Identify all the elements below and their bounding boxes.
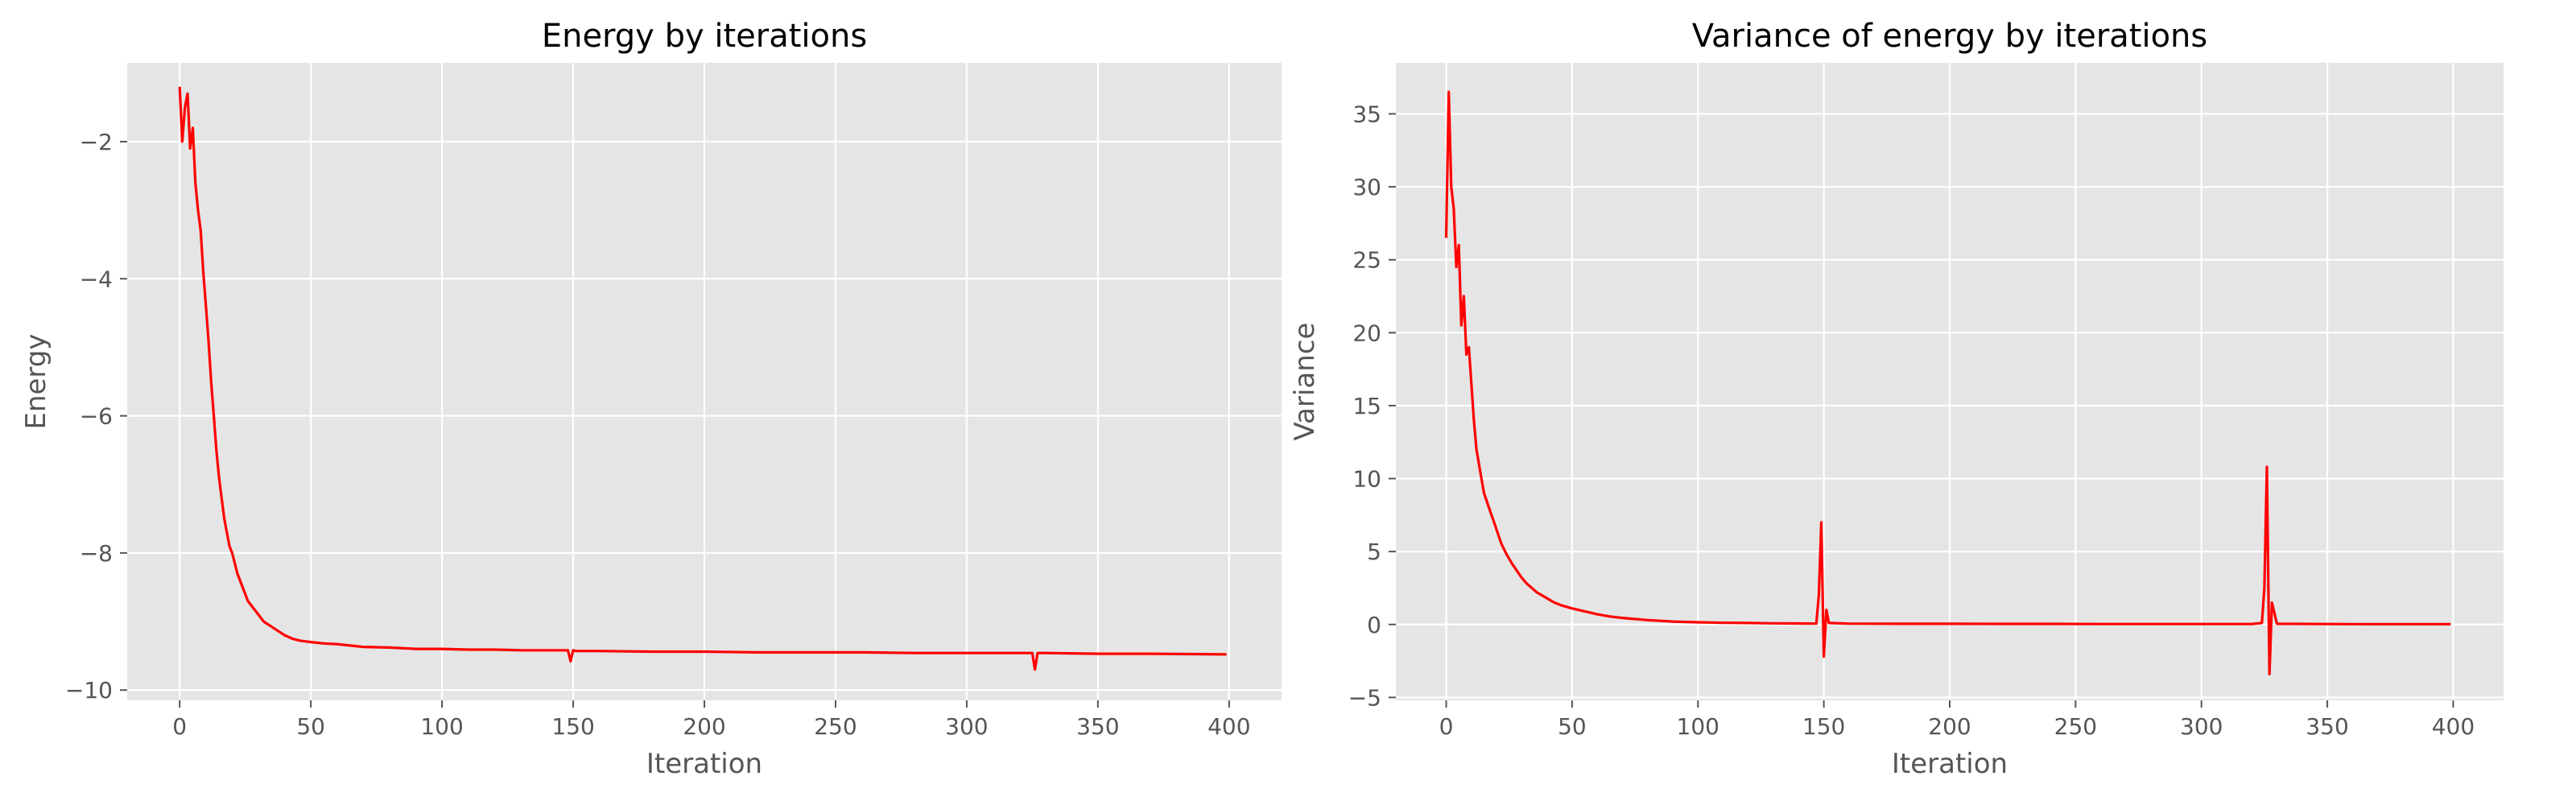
variance-y-tick-label: 5: [1367, 539, 1381, 565]
variance-y-tick-label: 10: [1352, 466, 1381, 493]
energy-y-tick-label: −4: [80, 266, 113, 292]
variance-y-tick-label: 20: [1352, 320, 1381, 346]
variance-chart-title: Variance of energy by iterations: [1692, 18, 2207, 55]
variance-y-tick-label: 25: [1352, 247, 1381, 274]
energy-series-line: [178, 86, 1227, 671]
energy-y-tick-label: −2: [80, 129, 113, 155]
energy-y-tick-label: −6: [80, 403, 113, 430]
energy-x-tick-label: 250: [814, 713, 857, 740]
energy-grid: [127, 63, 1282, 700]
variance-series: [1444, 90, 2451, 675]
energy-x-tick-label: 200: [683, 713, 725, 740]
variance-x-tick-label: 50: [1558, 713, 1587, 740]
energy-x-tick-label: 150: [551, 713, 594, 740]
variance-y-tick-label: 30: [1352, 174, 1381, 200]
variance-x-tick-label: 400: [2432, 713, 2475, 740]
energy-plot: 0 50 100 150 200 250 300 350 400 −10 −8 −6 −4 −2 Ener…: [20, 18, 1282, 780]
variance-x-tick-label: 350: [2306, 713, 2348, 740]
variance-x-tick-label: 150: [1802, 713, 1845, 740]
variance-plot: 0 50 100 150 200 250 300 350 400 −5 0 5 10 15 20 25 30 35…: [1289, 18, 2504, 780]
energy-series: [178, 86, 1227, 671]
energy-y-axis-label: Energy: [20, 333, 52, 429]
energy-x-tick-label: 50: [296, 713, 325, 740]
variance-y-tick-label: 0: [1367, 612, 1381, 638]
variance-x-axis-label: Iteration: [1892, 748, 2008, 780]
variance-ticks: 0 50 100 150 200 250 300 350 400 −5 0 5 10 15 20 25 30 35: [1348, 101, 2475, 740]
variance-y-tick-label: −5: [1348, 684, 1381, 711]
variance-x-tick-label: 300: [2180, 713, 2223, 740]
variance-series-line: [1444, 90, 2451, 675]
energy-y-tick-label: −8: [80, 540, 113, 567]
variance-x-tick-label: 200: [1928, 713, 1971, 740]
energy-x-tick-label: 350: [1076, 713, 1119, 740]
variance-y-tick-label: 35: [1352, 101, 1381, 127]
energy-x-tick-label: 0: [172, 713, 187, 740]
energy-ticks: 0 50 100 150 200 250 300 350 400 −10 −8 −6 −4 −2: [65, 129, 1251, 740]
energy-x-tick-label: 100: [420, 713, 463, 740]
energy-y-tick-label: −10: [65, 677, 113, 704]
energy-x-tick-label: 400: [1208, 713, 1250, 740]
variance-x-tick-label: 250: [2054, 713, 2097, 740]
variance-grid: [1396, 63, 2504, 700]
variance-x-tick-label: 100: [1677, 713, 1719, 740]
energy-x-axis-label: Iteration: [646, 748, 762, 780]
variance-y-axis-label: Variance: [1289, 323, 1321, 441]
variance-y-tick-label: 15: [1352, 393, 1381, 419]
energy-x-tick-label: 300: [945, 713, 988, 740]
variance-x-tick-label: 0: [1439, 713, 1454, 740]
energy-chart-title: Energy by iterations: [542, 18, 867, 55]
